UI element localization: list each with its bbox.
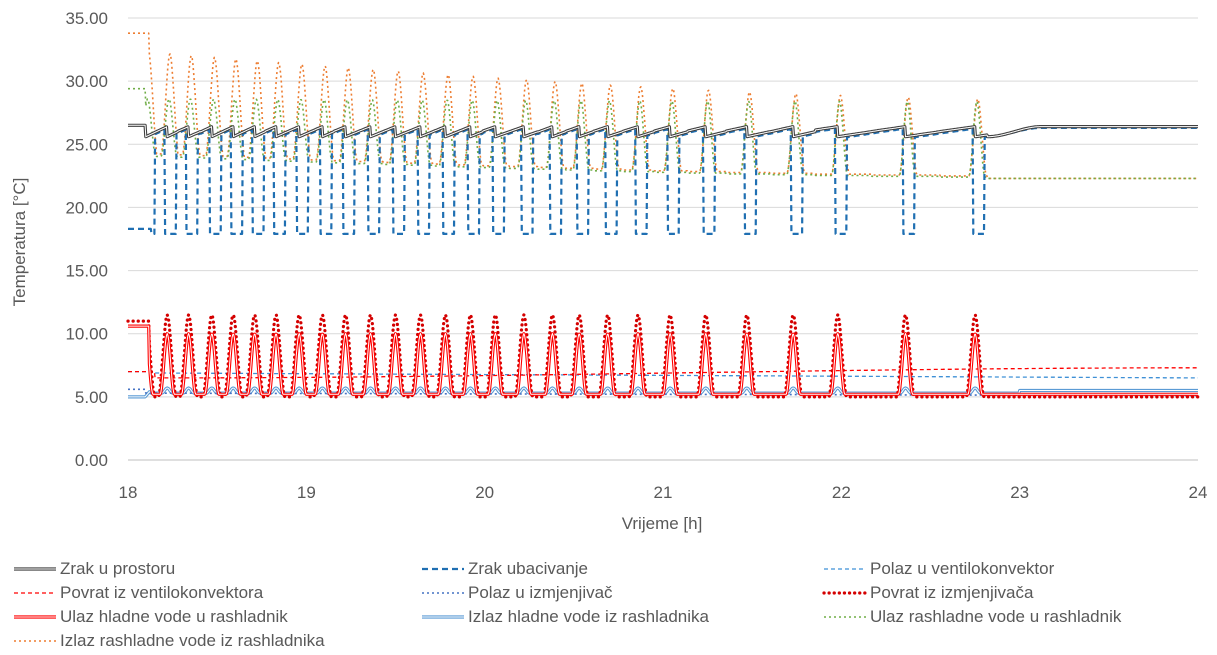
legend-label: Izlaz rashladne vode iz rashladnika bbox=[60, 631, 325, 650]
series-line-inner bbox=[128, 325, 1198, 395]
series-line bbox=[128, 370, 1198, 379]
x-tick-label: 24 bbox=[1189, 483, 1208, 502]
legend-swatch bbox=[14, 592, 56, 594]
legend-item: Ulaz rashladne vode u rashladnik bbox=[822, 606, 1121, 628]
legend-label: Ulaz hladne vode u rashladnik bbox=[60, 607, 288, 626]
legend-label: Izlaz hladne vode iz rashladnika bbox=[468, 607, 709, 626]
legend-swatch bbox=[14, 615, 56, 619]
legend-item: Polaz u izmjenjivač bbox=[420, 582, 613, 604]
legend-item: Izlaz rashladne vode iz rashladnika bbox=[12, 630, 325, 652]
legend-swatch bbox=[14, 640, 56, 642]
x-tick-label: 20 bbox=[475, 483, 494, 502]
y-tick-label: 35.00 bbox=[65, 9, 108, 28]
legend-swatch bbox=[422, 592, 464, 594]
series-line-inner bbox=[128, 124, 1198, 138]
legend-label: Povrat iz ventilokonvektora bbox=[60, 583, 264, 602]
x-tick-label: 19 bbox=[297, 483, 316, 502]
x-axis: 18 19 20 21 22 23 24 bbox=[119, 459, 1208, 502]
legend-label: Zrak u prostoru bbox=[60, 559, 176, 578]
series-line bbox=[126, 313, 1200, 399]
legend-swatch bbox=[824, 616, 866, 618]
legend-label: Povrat iz izmjenjivača bbox=[870, 583, 1034, 602]
series-zrak-ubacivanje bbox=[127, 126, 1199, 235]
x-tick-label: 18 bbox=[119, 483, 138, 502]
y-tick-label: 20.00 bbox=[65, 198, 108, 217]
legend-swatch bbox=[824, 568, 866, 570]
legend-item: Zrak u prostoru bbox=[12, 558, 175, 580]
legend-item: Polaz u ventilokonvektor bbox=[822, 558, 1054, 580]
legend-swatch bbox=[822, 591, 868, 595]
legend-swatch bbox=[422, 615, 464, 619]
x-axis-title: Vrijeme [h] bbox=[622, 514, 703, 533]
chart: 18 19 20 21 22 23 24 0.00 5.00 10.00 15.00 20.00 25… bbox=[10, 9, 1208, 533]
legend-label: Ulaz rashladne vode u rashladnik bbox=[870, 607, 1122, 626]
x-tick-label: 23 bbox=[1010, 483, 1029, 502]
series-povrat-iz-izmjenjiva-a bbox=[126, 313, 1200, 399]
legend-label: Polaz u izmjenjivač bbox=[468, 583, 613, 602]
legend-item: Zrak ubacivanje bbox=[420, 558, 588, 580]
series-zrak-u-prostoru bbox=[127, 123, 1199, 139]
y-tick-label: 0.00 bbox=[75, 451, 108, 470]
series-line bbox=[127, 87, 1199, 180]
legend-label: Polaz u ventilokonvektor bbox=[870, 559, 1055, 578]
legend-item: Ulaz hladne vode u rashladnik bbox=[12, 606, 288, 628]
y-tick-label: 15.00 bbox=[65, 262, 108, 281]
y-tick-label: 10.00 bbox=[65, 325, 108, 344]
series-ulaz-hladne-vode-u-rashladnik bbox=[127, 324, 1199, 396]
legend-item: Povrat iz izmjenjivača bbox=[822, 582, 1033, 604]
y-axis-title: Temperatura [°C] bbox=[10, 178, 29, 307]
y-axis: 0.00 5.00 10.00 15.00 20.00 25.00 30.00 35.00 bbox=[65, 9, 108, 470]
x-tick-label: 21 bbox=[654, 483, 673, 502]
x-tick-label: 22 bbox=[832, 483, 851, 502]
legend-item: Povrat iz ventilokonvektora bbox=[12, 582, 263, 604]
legend: Zrak u prostoru Zrak ubacivanje Polaz u ve… bbox=[0, 558, 1217, 655]
series-line bbox=[127, 32, 1199, 180]
series-polaz-u-ventilokonvektor bbox=[128, 370, 1198, 379]
series-ulaz-rashladne-vode-u-rashladnik bbox=[127, 87, 1199, 180]
y-tick-label: 30.00 bbox=[65, 72, 108, 91]
series-layer bbox=[126, 32, 1200, 399]
series-izlaz-rashladne-vode-iz-rashladnika bbox=[127, 32, 1199, 180]
y-tick-label: 25.00 bbox=[65, 135, 108, 154]
series-line bbox=[127, 126, 1199, 235]
y-tick-label: 5.00 bbox=[75, 388, 108, 407]
legend-swatch bbox=[14, 567, 56, 571]
legend-swatch bbox=[422, 567, 464, 571]
legend-label: Zrak ubacivanje bbox=[468, 559, 589, 578]
legend-item: Izlaz hladne vode iz rashladnika bbox=[420, 606, 709, 628]
